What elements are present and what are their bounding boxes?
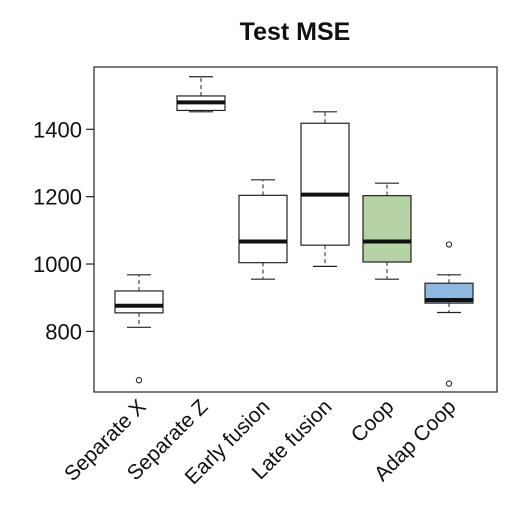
plot-frame: [94, 67, 497, 392]
outlier-point: [136, 378, 141, 383]
y-tick-label: 800: [45, 319, 82, 344]
y-tick-label: 1200: [33, 185, 82, 210]
interquartile-box: [363, 196, 411, 262]
y-tick-label: 1000: [33, 252, 82, 277]
box-2: [239, 180, 287, 279]
outlier-point: [446, 381, 451, 386]
y-axis: 800 1000 1200 1400: [33, 117, 94, 344]
interquartile-box: [239, 195, 287, 262]
interquartile-box: [115, 291, 163, 313]
box-5: [425, 242, 473, 386]
box-3: [301, 112, 349, 267]
x-category-label: Coop: [347, 395, 399, 447]
y-tick-label: 1400: [33, 117, 82, 142]
box-series: [115, 77, 473, 386]
box-1: [177, 77, 225, 112]
box-4: [363, 183, 411, 279]
interquartile-box: [301, 123, 349, 245]
chart-title: Test MSE: [240, 18, 351, 46]
outlier-point: [446, 242, 451, 247]
box-0: [115, 275, 163, 383]
